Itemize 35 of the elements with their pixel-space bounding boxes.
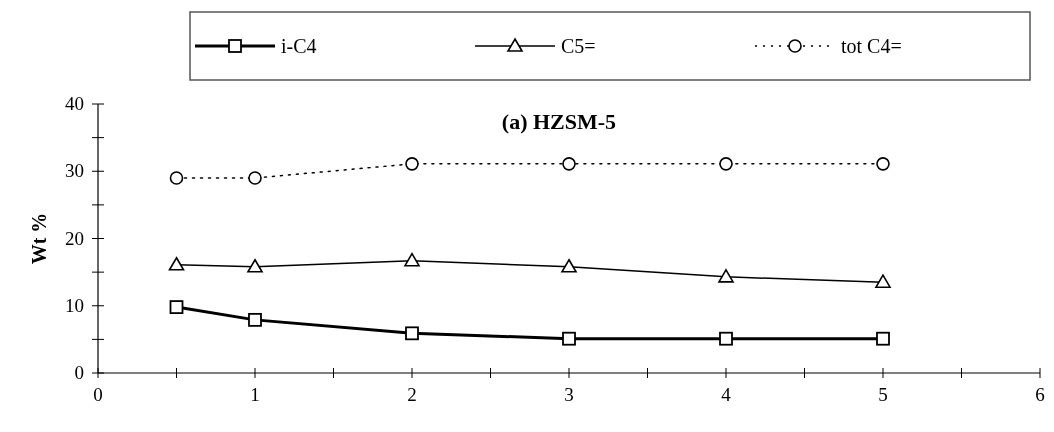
point	[876, 331, 890, 346]
x-tick-label: 0	[93, 384, 103, 405]
y-tick-label: 0	[74, 362, 84, 383]
point	[405, 326, 419, 341]
point	[169, 171, 184, 185]
point	[562, 157, 576, 171]
x-tick-label: 6	[1035, 384, 1045, 405]
y-tick-label: 10	[65, 294, 84, 316]
x-tick-label: 2	[407, 384, 417, 405]
y-tick-label: 20	[65, 227, 84, 249]
x-tick-label: 5	[878, 384, 888, 405]
legend-label: i-C4	[281, 35, 317, 57]
legend-label: tot C4=	[841, 35, 902, 57]
x-tick-label: 1	[250, 384, 260, 405]
point	[405, 157, 419, 171]
chart-title: (a) HZSM-5	[501, 109, 617, 134]
point	[169, 300, 184, 314]
y-tick-label: 30	[65, 160, 84, 182]
point	[875, 274, 891, 289]
point	[247, 258, 263, 273]
point	[718, 269, 734, 283]
point	[719, 157, 733, 171]
legend-label: C5=	[561, 35, 596, 57]
point	[168, 256, 185, 271]
point	[876, 157, 890, 171]
point	[248, 312, 262, 327]
x-tick-label: 4	[721, 384, 732, 405]
point	[248, 171, 262, 185]
point	[719, 331, 733, 346]
point	[562, 331, 576, 346]
y-axis-title: Wt %	[28, 212, 50, 265]
y-tick-label: 40	[65, 93, 84, 114]
point	[404, 252, 420, 267]
x-tick-label: 3	[564, 384, 574, 405]
point	[561, 258, 577, 273]
